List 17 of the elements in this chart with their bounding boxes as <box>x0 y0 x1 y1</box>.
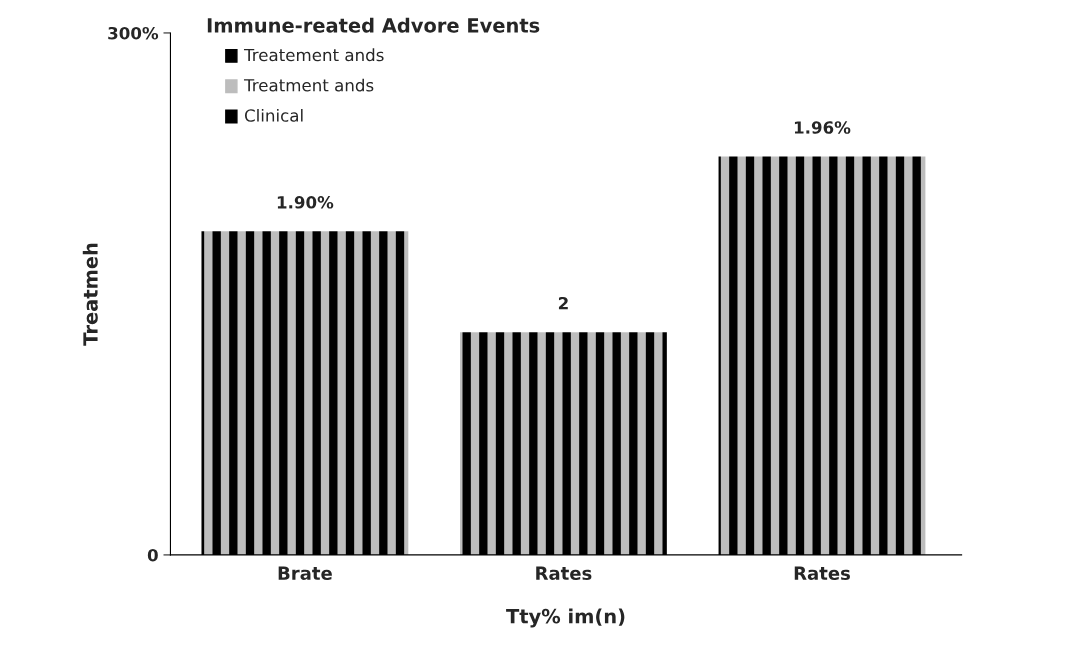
annotation: Clinical <box>244 108 303 122</box>
bar <box>460 332 667 555</box>
bar <box>201 231 409 555</box>
y-tick-label: 0 <box>147 548 158 562</box>
annotation: 1.96% <box>794 121 851 134</box>
annotation: Treatment ands <box>243 78 374 92</box>
chart-title: Immune-reated Advore Events <box>207 17 540 33</box>
bar <box>718 156 926 555</box>
x-tick-label: Brate <box>278 566 332 580</box>
annotation: 1.90% <box>277 196 334 209</box>
annotation: 2 <box>558 296 568 310</box>
y-tick-label: 300% <box>108 26 159 40</box>
x-tick-label: Rates <box>536 566 592 580</box>
y-axis-title: Treatmeh <box>82 243 98 346</box>
annotation: Treatement ands <box>243 48 384 62</box>
x-tick-label: Rates <box>794 566 850 580</box>
x-axis-title: Tty% im(n) <box>506 608 625 628</box>
